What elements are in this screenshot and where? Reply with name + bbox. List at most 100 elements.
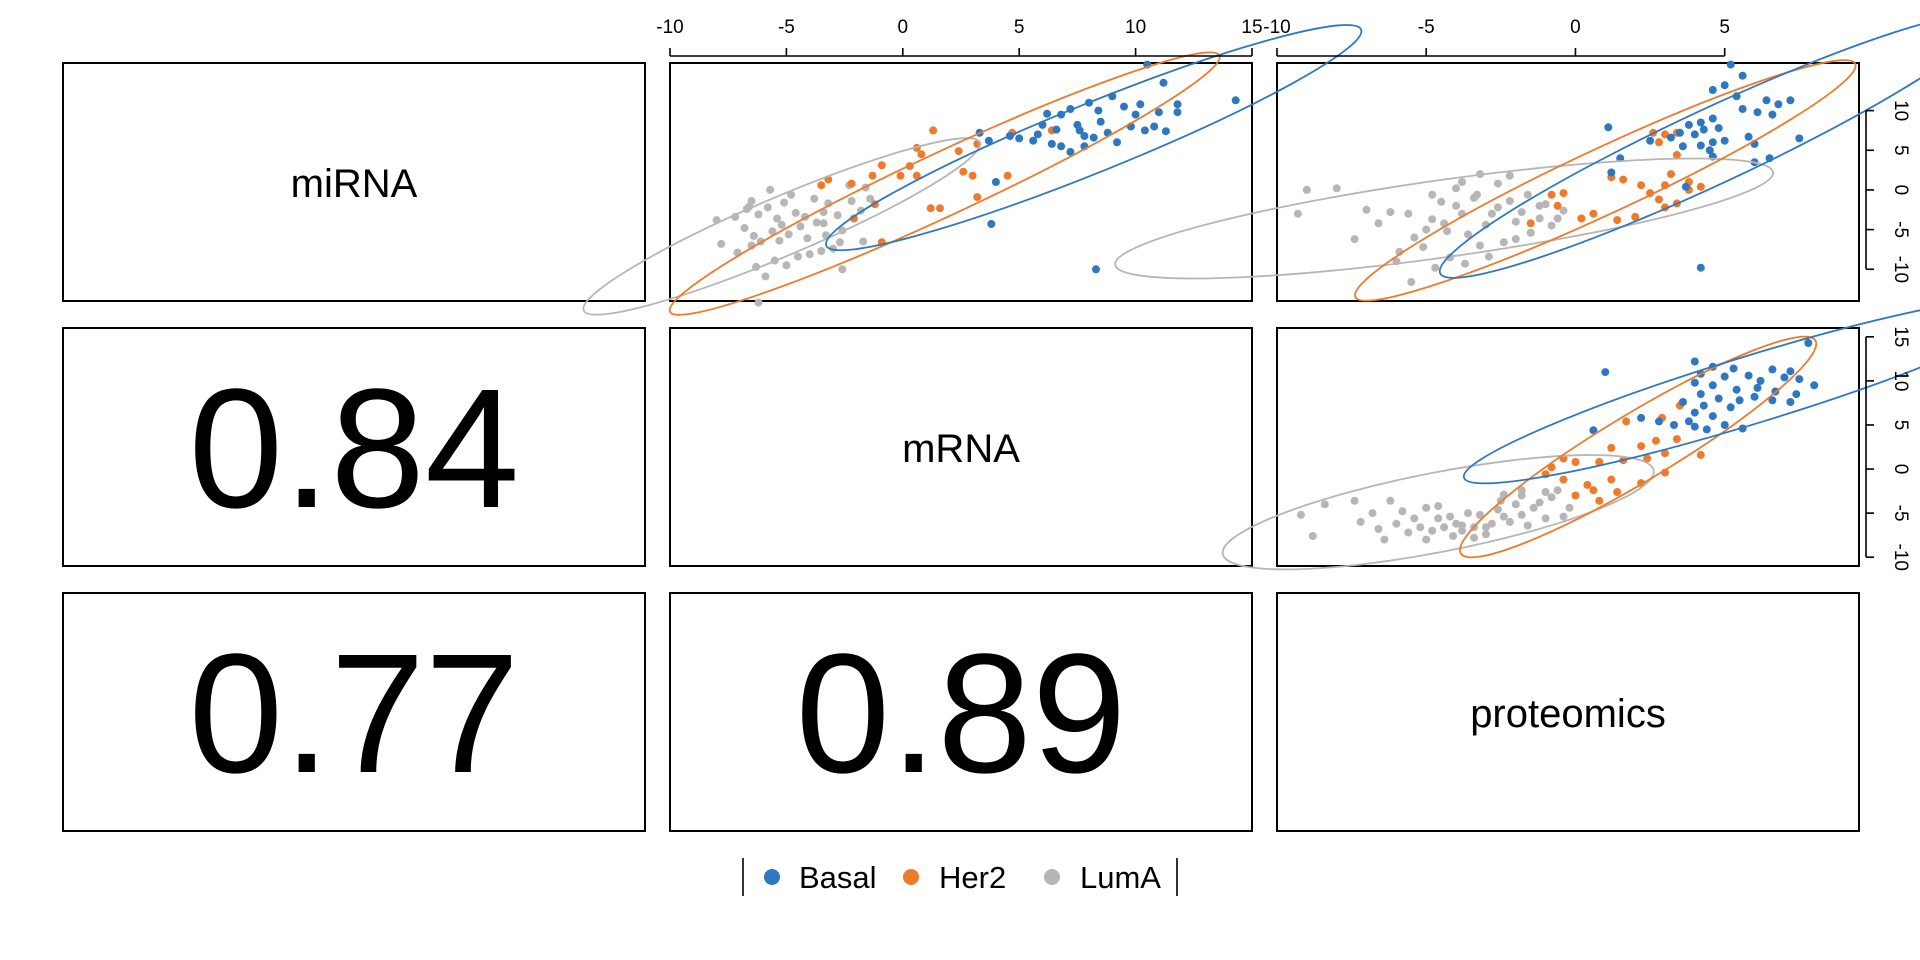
point-luma <box>1481 523 1490 532</box>
point-her2 <box>1631 212 1640 221</box>
point-basal <box>1696 118 1705 127</box>
point-her2 <box>1655 138 1663 147</box>
point-luma <box>1481 530 1490 539</box>
right-axis-mrna-tick-label: 5 <box>1890 420 1911 431</box>
point-basal <box>1804 339 1813 347</box>
panel-r1c3 <box>1276 62 1860 302</box>
point-basal <box>1708 86 1717 94</box>
legend-marker-luma <box>1044 869 1060 885</box>
point-luma <box>1547 221 1556 230</box>
point-basal <box>1057 142 1066 151</box>
point-luma <box>817 247 826 255</box>
point-luma <box>819 219 828 228</box>
point-luma <box>1499 512 1508 521</box>
point-basal <box>1738 71 1747 80</box>
scatter-panel-mrna-vs-mirna <box>582 24 1363 316</box>
point-her2 <box>1652 436 1660 445</box>
point-luma <box>1422 503 1431 512</box>
point-basal <box>991 178 1000 186</box>
point-basal <box>1159 78 1168 87</box>
point-basal <box>1690 378 1699 387</box>
point-her2 <box>1637 442 1646 451</box>
ellipse-her2 <box>668 51 1221 316</box>
point-basal <box>1655 417 1663 426</box>
legend-label-luma: LumA <box>1080 860 1161 895</box>
point-luma <box>1410 233 1419 242</box>
right-axis-mirna-tick-label: 10 <box>1890 100 1911 121</box>
point-basal <box>1708 381 1717 390</box>
point-luma <box>782 261 791 270</box>
point-basal <box>1753 383 1762 392</box>
point-basal <box>1780 373 1789 382</box>
point-luma <box>1458 521 1466 530</box>
point-basal <box>1696 263 1705 272</box>
point-luma <box>1559 206 1568 215</box>
point-basal <box>1173 100 1182 109</box>
ellipse-luma <box>582 137 981 316</box>
point-luma <box>1446 512 1455 521</box>
point-her2 <box>954 147 963 156</box>
point-basal <box>984 136 993 145</box>
scatter-panel-proteomics-vs-mrna <box>1221 295 1920 571</box>
point-her2 <box>1667 170 1675 179</box>
point-basal <box>1714 394 1723 403</box>
point-luma <box>1511 500 1520 509</box>
point-luma <box>1293 209 1302 218</box>
point-luma <box>812 218 821 227</box>
point-luma <box>1419 243 1428 252</box>
point-her2 <box>959 167 968 176</box>
point-basal <box>1744 132 1753 141</box>
point-basal <box>1792 390 1801 399</box>
top-axis-mrna-tick-label: 15 <box>1241 17 1262 38</box>
point-luma <box>1434 502 1443 511</box>
point-basal <box>1768 110 1777 119</box>
point-luma <box>773 214 782 223</box>
point-her2 <box>1003 171 1012 180</box>
point-luma <box>1493 179 1502 188</box>
point-basal <box>1750 392 1759 401</box>
point-basal <box>1092 265 1100 274</box>
point-luma <box>1511 217 1520 226</box>
point-her2 <box>849 214 858 223</box>
point-luma <box>1487 519 1496 528</box>
point-basal <box>1120 102 1128 111</box>
point-basal <box>1089 133 1098 142</box>
point-basal <box>1705 146 1714 155</box>
legend-marker-basal <box>764 869 780 885</box>
point-luma <box>1386 208 1395 217</box>
point-luma <box>866 194 875 203</box>
point-basal <box>1708 412 1717 421</box>
point-luma <box>1332 184 1341 193</box>
point-luma <box>1553 486 1562 495</box>
point-basal <box>1714 124 1723 133</box>
point-luma <box>1308 532 1317 540</box>
point-basal <box>1720 421 1729 429</box>
point-basal <box>1726 60 1735 69</box>
point-basal <box>1601 368 1610 377</box>
point-basal <box>1678 398 1687 406</box>
point-luma <box>1416 523 1425 532</box>
legend-label-basal: Basal <box>799 860 877 895</box>
point-basal <box>1681 182 1690 191</box>
point-her2 <box>1637 181 1646 190</box>
point-her2 <box>917 150 926 159</box>
point-luma <box>1452 184 1461 193</box>
point-basal <box>1729 364 1738 373</box>
point-luma <box>1493 203 1502 212</box>
point-luma <box>1487 209 1496 218</box>
point-basal <box>1096 117 1105 126</box>
point-luma <box>1296 510 1305 519</box>
point-luma <box>1461 259 1469 268</box>
point-her2 <box>968 171 977 180</box>
point-basal <box>1231 96 1240 105</box>
legend-label-her2: Her2 <box>939 860 1006 895</box>
point-basal <box>1033 130 1042 139</box>
point-basal <box>1094 106 1103 115</box>
point-basal <box>1131 110 1140 119</box>
right-axis-mirna-tick-label: -10 <box>1890 256 1911 283</box>
point-her2 <box>1571 491 1580 500</box>
point-luma <box>1428 190 1437 199</box>
point-basal <box>1768 365 1777 374</box>
point-basal <box>1786 96 1795 105</box>
point-her2 <box>1696 450 1705 459</box>
